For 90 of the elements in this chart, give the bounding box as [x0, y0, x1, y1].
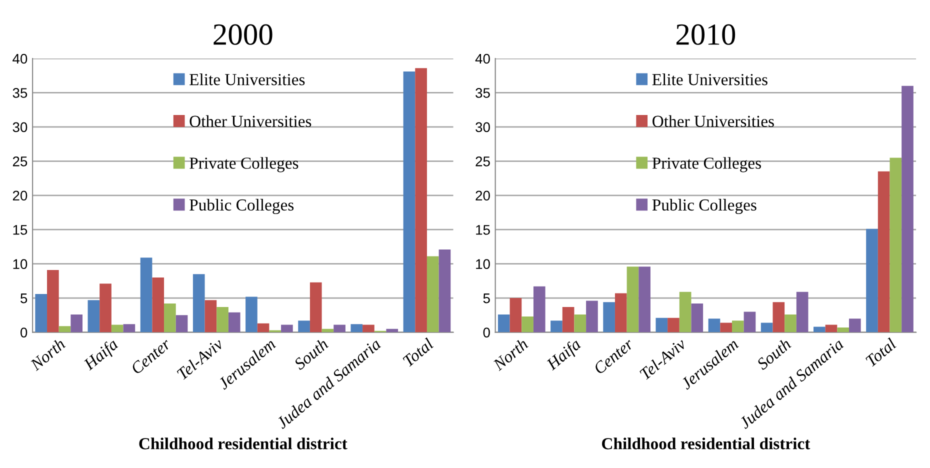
bar — [814, 326, 826, 332]
y-tick-label: 10 — [13, 259, 28, 270]
legend-label: Other Universities — [652, 115, 774, 128]
bar — [438, 249, 451, 332]
legend-label: Public Colleges — [190, 198, 294, 214]
bar — [176, 315, 188, 332]
bar — [638, 266, 650, 332]
x-axis-title: Childhood residential district — [139, 438, 348, 450]
legend-label: Elite Universities — [652, 74, 768, 86]
x-axis-title: Childhood residential district — [602, 438, 810, 450]
bar — [603, 302, 615, 332]
bar — [902, 86, 914, 332]
bar — [574, 314, 586, 332]
legend-label: Private Colleges — [652, 157, 761, 172]
bar — [614, 293, 627, 332]
bar — [668, 318, 680, 332]
bar — [522, 316, 534, 332]
bar — [164, 304, 176, 332]
y-tick-label: 0 — [483, 328, 490, 338]
bar — [796, 292, 808, 332]
bar — [626, 266, 639, 332]
bar — [656, 318, 668, 332]
y-tick-label: 25 — [476, 156, 490, 166]
bar — [100, 284, 112, 332]
bar — [58, 326, 71, 332]
legend-label: Private Colleges — [190, 157, 298, 172]
bar — [35, 294, 48, 332]
bar — [216, 306, 228, 332]
bar — [691, 304, 704, 332]
y-tick-label: 0 — [20, 328, 28, 338]
bar — [415, 68, 427, 332]
y-tick-label: 25 — [12, 156, 28, 166]
y-tick-label: 40 — [12, 54, 28, 64]
legend-label: Elite Universities — [190, 74, 305, 86]
bar — [362, 324, 374, 332]
bar — [784, 314, 796, 332]
bar — [88, 300, 100, 332]
bar — [878, 171, 890, 332]
bar — [152, 278, 164, 332]
y-tick-label: 35 — [476, 88, 490, 98]
bar — [720, 322, 732, 332]
chart-title: 2000 — [214, 24, 272, 45]
bar — [246, 296, 258, 332]
bar — [403, 72, 416, 332]
bar — [825, 324, 838, 332]
y-tick-label: 5 — [20, 294, 28, 304]
y-tick-label: 30 — [12, 122, 28, 132]
y-tick-label: 35 — [12, 88, 28, 98]
bar — [111, 324, 124, 332]
bar — [533, 286, 546, 332]
bar — [47, 270, 59, 332]
bar — [772, 302, 785, 332]
bar — [192, 274, 205, 332]
y-tick-label: 5 — [483, 294, 490, 304]
y-tick-label: 20 — [476, 190, 490, 201]
bar — [562, 306, 574, 332]
y-tick-label: 30 — [476, 122, 490, 132]
bar — [123, 324, 136, 332]
bar — [498, 314, 510, 332]
bar — [744, 312, 756, 332]
bar — [257, 323, 270, 332]
bar — [140, 258, 152, 332]
bar — [70, 314, 83, 332]
bar — [586, 300, 598, 332]
y-tick-label: 15 — [13, 225, 28, 235]
legend-label: Public Colleges — [652, 198, 756, 214]
legend-label: Other Universities — [190, 115, 312, 128]
bar — [228, 312, 240, 332]
bar — [760, 322, 773, 332]
bar — [679, 292, 692, 332]
bar — [350, 324, 363, 332]
y-tick-label: 20 — [12, 190, 28, 201]
bar — [890, 158, 902, 332]
bar — [204, 300, 217, 332]
bar — [849, 318, 861, 332]
bar — [310, 282, 322, 332]
bar — [550, 320, 562, 332]
bar — [334, 324, 346, 332]
bar — [732, 320, 744, 332]
bar — [837, 327, 849, 332]
y-tick-label: 10 — [476, 259, 490, 270]
y-tick-label: 15 — [476, 225, 490, 235]
bar — [298, 320, 310, 332]
bar — [426, 256, 439, 332]
bar — [281, 324, 293, 332]
bar — [708, 318, 720, 332]
bar — [510, 298, 522, 332]
chart-title: 2010 — [676, 24, 736, 45]
y-tick-label: 40 — [475, 54, 490, 64]
bar — [866, 228, 878, 332]
